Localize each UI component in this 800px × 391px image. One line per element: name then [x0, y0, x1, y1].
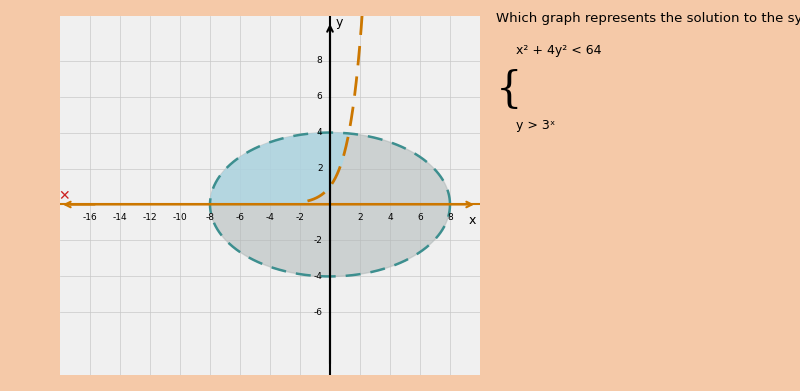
Text: 2: 2 [317, 164, 322, 173]
Text: 8: 8 [447, 213, 453, 222]
Text: -2: -2 [295, 213, 305, 222]
Text: -10: -10 [173, 213, 187, 222]
Text: -6: -6 [314, 308, 322, 317]
Text: y > 3ˣ: y > 3ˣ [516, 118, 555, 132]
Text: 4: 4 [387, 213, 393, 222]
Text: 6: 6 [317, 92, 322, 101]
Text: 4: 4 [317, 128, 322, 137]
Text: -14: -14 [113, 213, 127, 222]
Text: {: { [496, 69, 522, 111]
Text: 6: 6 [417, 213, 423, 222]
Text: -4: -4 [314, 272, 322, 281]
Text: -6: -6 [235, 213, 245, 222]
Text: x: x [469, 214, 476, 227]
Text: x² + 4y² < 64: x² + 4y² < 64 [516, 44, 602, 57]
Text: 2: 2 [357, 213, 363, 222]
Text: -2: -2 [314, 236, 322, 245]
Text: -12: -12 [142, 213, 158, 222]
Text: Which graph represents the solution to the system of inequalities?: Which graph represents the solution to t… [496, 12, 800, 25]
Text: -4: -4 [266, 213, 274, 222]
Text: 8: 8 [317, 56, 322, 65]
Text: y: y [335, 16, 342, 29]
Text: -16: -16 [82, 213, 98, 222]
Text: -8: -8 [206, 213, 214, 222]
Polygon shape [210, 133, 450, 276]
Text: ✕: ✕ [58, 189, 70, 203]
